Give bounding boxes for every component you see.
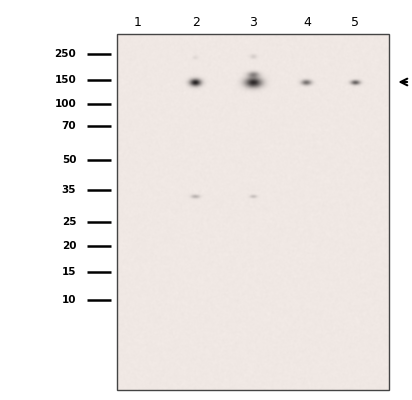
Text: 4: 4 xyxy=(303,16,311,28)
Text: 5: 5 xyxy=(351,16,359,28)
Text: 1: 1 xyxy=(134,16,142,28)
Text: 2: 2 xyxy=(192,16,200,28)
Text: 150: 150 xyxy=(54,75,76,85)
Text: 25: 25 xyxy=(62,217,76,227)
Text: 3: 3 xyxy=(249,16,258,28)
Text: 15: 15 xyxy=(62,267,76,277)
Text: 70: 70 xyxy=(62,121,76,131)
Text: 100: 100 xyxy=(54,99,76,109)
Text: 10: 10 xyxy=(62,295,76,305)
Text: 35: 35 xyxy=(62,185,76,195)
Bar xyxy=(117,34,389,390)
Text: 250: 250 xyxy=(54,49,76,59)
Text: 50: 50 xyxy=(62,155,76,165)
Text: 20: 20 xyxy=(62,241,76,251)
